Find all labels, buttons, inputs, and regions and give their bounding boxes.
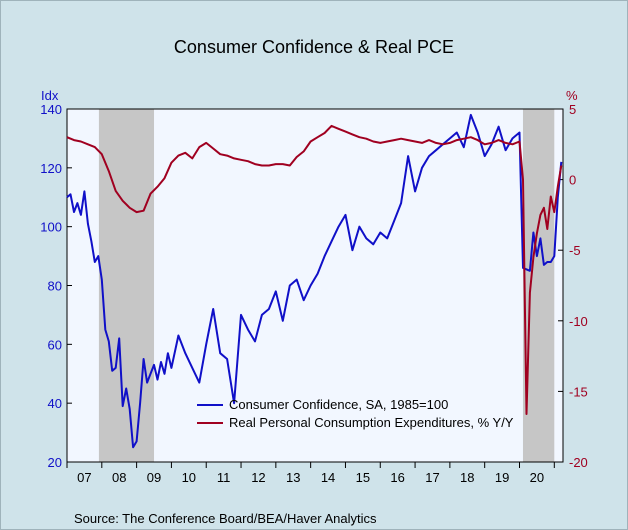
right-tick-label: 0: [569, 173, 576, 188]
left-tick-label: 120: [40, 161, 62, 176]
x-tick-label: 08: [112, 470, 126, 485]
legend-label-pce: Real Personal Consumption Expenditures, …: [229, 415, 514, 430]
legend-label-confidence: Consumer Confidence, SA, 1985=100: [229, 397, 448, 412]
x-tick-label: 18: [460, 470, 474, 485]
right-tick-label: -5: [569, 243, 581, 258]
left-tick-label: 20: [48, 455, 62, 470]
x-tick-label: 15: [356, 470, 370, 485]
left-axis-label: Idx: [41, 88, 59, 103]
legend: Consumer Confidence, SA, 1985=100 Real P…: [197, 397, 514, 430]
left-tick-label: 100: [40, 220, 62, 235]
x-tick-label: 20: [530, 470, 544, 485]
x-tick-label: 16: [390, 470, 404, 485]
right-tick-label: -15: [569, 384, 588, 399]
left-tick-label: 40: [48, 396, 62, 411]
right-axis-label: %: [566, 88, 578, 103]
recession-band: [522, 109, 555, 462]
right-tick-label: -20: [569, 455, 588, 470]
right-tick-label: -10: [569, 314, 588, 329]
x-tick-label: 10: [182, 470, 196, 485]
x-tick-label: 19: [495, 470, 509, 485]
x-tick-label: 17: [425, 470, 439, 485]
left-tick-label: 60: [48, 337, 62, 352]
x-tick-label: 13: [286, 470, 300, 485]
x-tick-label: 12: [251, 470, 265, 485]
right-tick-label: 5: [569, 102, 576, 117]
series-line-real-pce: [66, 124, 563, 415]
x-tick-label: 14: [321, 470, 335, 485]
x-tick-label: 09: [147, 470, 161, 485]
recession-band: [98, 109, 155, 462]
left-tick-label: 140: [40, 102, 62, 117]
source-note: Source: The Conference Board/BEA/Haver A…: [74, 511, 377, 526]
series-line-consumer-confidence: [66, 113, 563, 449]
chart-title: Consumer Confidence & Real PCE: [174, 37, 454, 57]
x-tick-label: 11: [217, 470, 231, 485]
left-tick-label: 80: [48, 279, 62, 294]
x-tick-label: 07: [77, 470, 91, 485]
